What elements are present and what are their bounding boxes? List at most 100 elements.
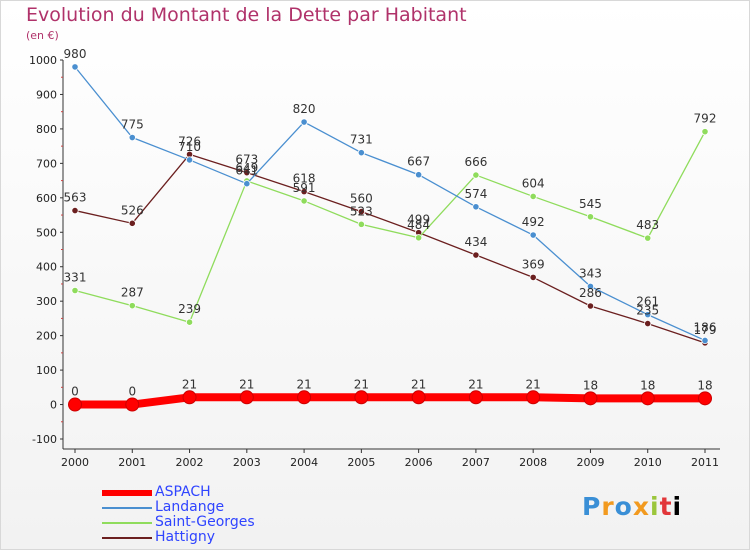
data-point-aspach [698, 391, 712, 406]
data-point-hattigny [357, 208, 365, 216]
data-label-hattigny: 726 [178, 134, 201, 148]
data-point-landange [415, 171, 423, 179]
x-tick-label: 2007 [462, 456, 490, 469]
x-tick-label: 2004 [290, 456, 318, 469]
legend-swatch-landange [102, 506, 152, 509]
chart-legend: ASPACH Landange Saint-Georges Hattigny [102, 485, 255, 545]
data-label-saint-georges: 523 [350, 204, 373, 218]
data-point-saint-georges [472, 171, 480, 179]
data-label-hattigny: 286 [579, 286, 602, 300]
data-label-hattigny: 618 [293, 172, 316, 186]
data-label-landange: 710 [178, 140, 201, 154]
y-tick-label: 500 [36, 226, 57, 239]
data-label-hattigny: 560 [350, 192, 373, 206]
data-label-saint-georges: 239 [178, 302, 201, 316]
legend-label-aspach: ASPACH [155, 484, 211, 500]
data-point-landange [586, 282, 595, 290]
legend-swatch-hattigny [102, 536, 152, 539]
data-point-hattigny [300, 188, 308, 196]
data-point-aspach [68, 397, 82, 412]
data-label-landange: 731 [350, 133, 373, 147]
chart-title: Evolution du Montant de la Dette par Hab… [26, 4, 467, 26]
data-label-aspach: 18 [583, 378, 598, 392]
data-label-landange: 775 [121, 118, 144, 132]
data-point-aspach [182, 390, 197, 405]
legend-swatch-aspach [102, 489, 152, 496]
y-tick-label: -100 [32, 433, 57, 446]
data-label-saint-georges: 666 [464, 155, 487, 169]
data-point-aspach [468, 390, 483, 405]
x-tick-label: 2011 [691, 456, 719, 469]
data-point-landange [71, 63, 79, 71]
data-point-aspach [411, 390, 426, 405]
data-point-hattigny [529, 273, 537, 282]
x-tick-label: 2005 [347, 456, 375, 469]
data-label-saint-georges: 604 [522, 176, 545, 190]
data-point-aspach [125, 397, 140, 412]
x-tick-label: 2008 [519, 456, 547, 469]
data-label-hattigny: 434 [464, 235, 487, 249]
data-label-hattigny: 563 [64, 191, 87, 205]
data-label-saint-georges: 287 [121, 286, 144, 300]
data-label-landange: 641 [235, 164, 258, 178]
y-tick-label: 900 [36, 88, 57, 101]
data-point-aspach [354, 390, 369, 405]
x-tick-label: 2009 [576, 456, 604, 469]
data-label-saint-georges: 591 [293, 181, 316, 195]
data-label-saint-georges: 545 [579, 197, 602, 211]
x-tick-label: 2001 [118, 456, 146, 469]
data-point-landange [357, 149, 365, 157]
chart-subtitle: (en €) [26, 29, 59, 42]
data-point-aspach [297, 390, 312, 405]
legend-item-hattigny: Hattigny [102, 530, 255, 545]
data-label-landange: 186 [694, 320, 717, 334]
data-point-landange [300, 118, 308, 126]
data-label-hattigny: 235 [636, 304, 659, 318]
y-tick-label: 100 [36, 364, 57, 377]
data-point-saint-georges [71, 286, 79, 295]
data-label-hattigny: 369 [522, 257, 545, 271]
data-label-aspach: 21 [182, 377, 197, 391]
y-tick-label: 200 [36, 330, 57, 343]
x-tick-label: 2003 [233, 456, 261, 469]
data-point-aspach [526, 390, 541, 405]
data-label-hattigny: 499 [407, 213, 430, 227]
data-point-saint-georges [185, 318, 194, 326]
data-point-landange [472, 203, 480, 211]
data-point-aspach [239, 390, 254, 405]
y-tick-label: 300 [36, 295, 57, 308]
y-tick-label: 1000 [29, 54, 57, 67]
y-tick-label: 400 [36, 261, 57, 274]
legend-swatch-saint-georges [102, 521, 152, 524]
data-label-saint-georges: 649 [235, 161, 258, 175]
data-label-landange: 574 [464, 187, 487, 201]
data-point-saint-georges [357, 220, 365, 228]
data-point-landange [185, 156, 194, 164]
data-label-aspach: 21 [468, 377, 483, 391]
legend-item-landange: Landange [102, 500, 255, 515]
data-point-saint-georges [644, 234, 652, 242]
data-label-landange: 667 [407, 155, 430, 169]
data-label-aspach: 0 [71, 385, 79, 399]
data-point-landange [529, 231, 537, 239]
data-point-landange [243, 180, 251, 188]
data-label-aspach: 18 [697, 378, 712, 392]
data-label-aspach: 21 [354, 377, 369, 391]
data-point-aspach [583, 391, 598, 406]
series-line-landange [74, 66, 706, 342]
series-line-hattigny [74, 153, 706, 344]
x-tick-label: 2006 [405, 456, 433, 469]
data-label-aspach: 21 [296, 377, 311, 391]
data-point-landange [644, 311, 652, 319]
data-label-landange: 820 [293, 102, 316, 116]
data-point-landange [701, 336, 709, 345]
data-point-hattigny [472, 251, 480, 259]
data-point-hattigny [586, 302, 595, 310]
legend-label-hattigny: Hattigny [155, 529, 216, 545]
y-tick-label: 800 [36, 123, 57, 136]
data-label-hattigny: 526 [121, 203, 144, 217]
y-tick-label: 0 [50, 399, 57, 412]
data-point-hattigny [644, 319, 652, 328]
data-label-landange: 261 [636, 295, 659, 309]
